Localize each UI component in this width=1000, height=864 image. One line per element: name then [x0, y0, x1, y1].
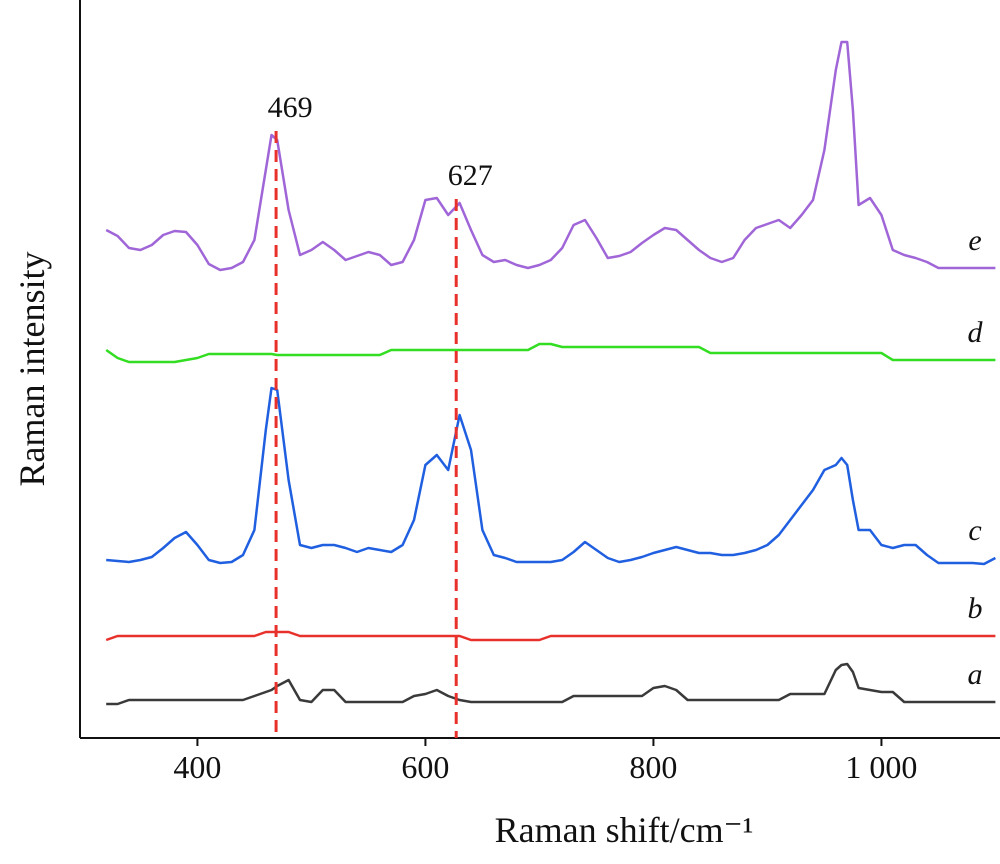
y-axis-label: Raman intensity [12, 252, 52, 487]
x-tick-label: 800 [629, 749, 677, 785]
x-tick-label: 400 [173, 749, 221, 785]
x-tick-label: 600 [401, 749, 449, 785]
curve-label: e [968, 224, 981, 257]
spectrum-line [106, 386, 996, 566]
curve-label: d [968, 316, 984, 349]
annotation-label: 627 [448, 159, 493, 192]
spectrum-line [106, 662, 996, 706]
spectrum-line [105, 40, 996, 272]
x-axis-label: Raman shift/cm⁻¹ [495, 810, 754, 850]
spectrum-line [105, 342, 996, 364]
curve-label: a [968, 658, 983, 691]
x-tick-label: 1 000 [845, 749, 917, 785]
curve-label: b [968, 592, 983, 625]
spectrum-line [105, 630, 996, 642]
annotation-label: 469 [268, 91, 313, 124]
curve-label: c [968, 514, 981, 547]
